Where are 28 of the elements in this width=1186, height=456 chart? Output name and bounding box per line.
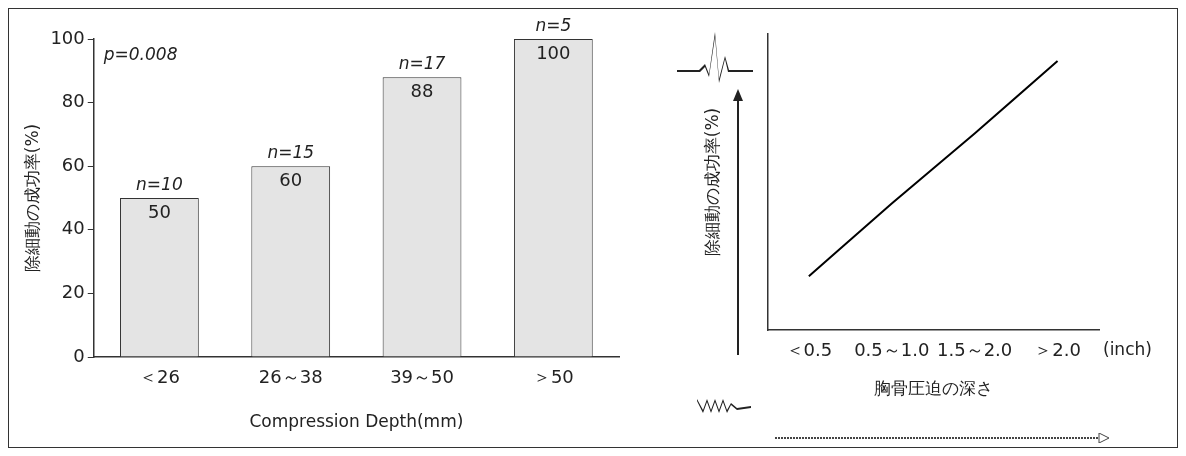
data-label: 50: [147, 200, 171, 222]
y-axis-title: 除細動の成功率(%): [21, 123, 42, 273]
data-label: 60: [279, 168, 303, 190]
data-label: 100: [536, 41, 571, 63]
y-tick-label: 0: [73, 344, 85, 366]
x-tick-label: 39～50: [390, 366, 454, 388]
x-tick-label: ＜26: [138, 366, 180, 388]
text: (inch): [1103, 338, 1152, 359]
x-tick-label: 26～38: [258, 366, 323, 388]
annotation: n=5: [535, 14, 572, 35]
y-axis-title: 除細動の成功率(%): [701, 107, 722, 257]
x-tick-label: ＞50: [532, 366, 574, 388]
y-tick-label: 40: [61, 217, 85, 239]
annotation: n=17: [398, 53, 446, 74]
x-axis-title: Compression Depth(mm): [249, 411, 464, 432]
data-label: 88: [410, 79, 434, 101]
annotation: p=0.008: [102, 43, 178, 64]
annotation: n=10: [136, 173, 183, 194]
x-tick-label: ＜0.5: [785, 339, 833, 361]
x-tick-label: 0.5～1.0: [854, 339, 930, 361]
y-tick-label: 80: [61, 90, 85, 112]
x-tick-label: 1.5～2.0: [937, 339, 1013, 361]
x-axis-title: 胸骨圧迫の深さ: [873, 378, 993, 399]
y-tick-label: 100: [50, 26, 85, 48]
y-tick-label: 60: [61, 153, 85, 175]
x-tick-label: ＞2.0: [1034, 339, 1081, 361]
y-tick-label: 20: [61, 281, 85, 303]
annotation: n=15: [267, 142, 315, 163]
